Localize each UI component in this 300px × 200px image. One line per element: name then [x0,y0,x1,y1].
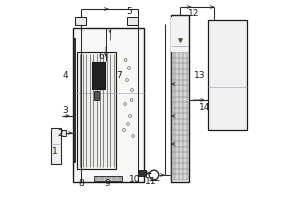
Bar [92,62,105,89]
Text: 5: 5 [126,6,132,16]
Bar [94,91,99,100]
Text: 14: 14 [199,104,211,112]
Bar [208,20,247,130]
Bar [77,52,116,169]
Text: 11: 11 [145,178,157,186]
Bar [61,130,66,136]
Text: 7: 7 [116,71,122,79]
Text: 10: 10 [129,174,141,184]
Text: 9: 9 [104,179,110,188]
Text: 6: 6 [98,52,104,61]
Bar [51,128,61,164]
Bar [73,38,75,162]
Bar [94,176,122,181]
Text: 3: 3 [62,106,68,114]
Text: 1: 1 [52,148,58,156]
Text: 12: 12 [188,8,200,18]
Bar [171,15,189,182]
Bar [73,28,144,182]
Text: 2: 2 [58,130,63,139]
Bar [75,17,86,25]
Bar [138,170,146,176]
Bar [171,17,188,52]
Text: 13: 13 [194,72,206,80]
Bar [127,17,138,25]
Text: 4: 4 [62,72,68,80]
Text: 8: 8 [78,179,84,188]
